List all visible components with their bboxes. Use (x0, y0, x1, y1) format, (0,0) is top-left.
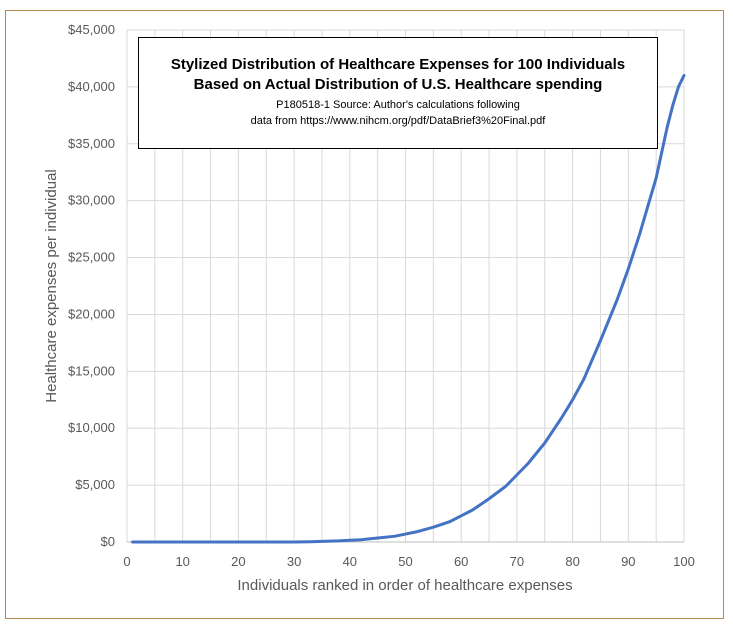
y-tick-label: $5,000 (75, 477, 115, 492)
series-line (131, 74, 686, 544)
x-tick-label: 70 (510, 554, 524, 569)
x-tick-label: 20 (231, 554, 245, 569)
x-tick-label: 10 (175, 554, 189, 569)
y-tick-label: $45,000 (68, 22, 115, 37)
chart-title-box: Stylized Distribution of Healthcare Expe… (138, 37, 658, 149)
x-tick-label: 30 (287, 554, 301, 569)
x-tick-label: 90 (621, 554, 635, 569)
x-tick-label: 40 (343, 554, 357, 569)
chart-title-line-2: Based on Actual Distribution of U.S. Hea… (193, 76, 603, 93)
y-tick-label: $20,000 (68, 306, 115, 321)
x-tick-label: 80 (565, 554, 579, 569)
series-layer (131, 74, 686, 544)
y-tick-label: $10,000 (68, 420, 115, 435)
source-note-line-2: data from https://www.nihcm.org/pdf/Data… (250, 115, 546, 127)
y-tick-label: $15,000 (68, 363, 115, 378)
chart-title-line-1: Stylized Distribution of Healthcare Expe… (170, 56, 626, 73)
y-tick-label: $40,000 (68, 79, 115, 94)
x-tick-label: 50 (398, 554, 412, 569)
y-tick-label: $35,000 (68, 136, 115, 151)
y-tick-label: $25,000 (68, 250, 115, 265)
x-tick-label: 0 (123, 554, 130, 569)
x-axis-ticks: 0 10 20 30 40 50 60 70 80 90 100 (123, 554, 694, 569)
y-axis-title: Healthcare expenses per individual (43, 169, 60, 402)
x-axis-title: Individuals ranked in order of healthcar… (237, 577, 572, 594)
y-tick-label: $30,000 (68, 193, 115, 208)
y-tick-label: $0 (101, 534, 115, 549)
source-note-line-1: P180518-1 Source: Author's calculations … (276, 99, 520, 111)
y-axis-ticks: $0 $5,000 $10,000 $15,000 $20,000 $25,000 $30,… (68, 22, 115, 549)
x-tick-label: 100 (673, 554, 695, 569)
x-tick-label: 60 (454, 554, 468, 569)
